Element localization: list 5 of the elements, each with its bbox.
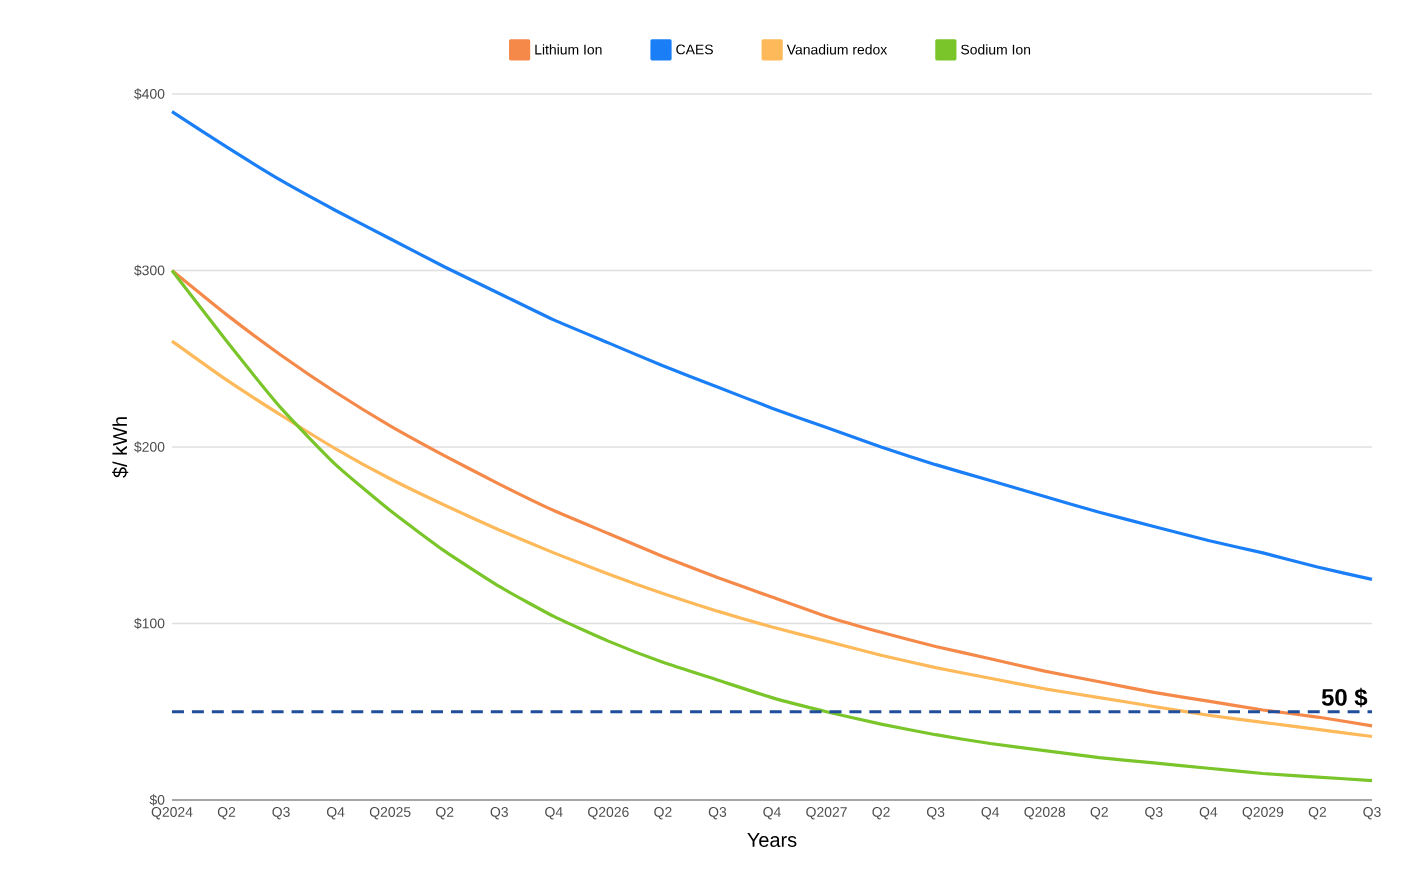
ref-line-label: 50 $ — [1321, 687, 1368, 708]
y-axis-title: $/ kWh — [112, 417, 129, 478]
line-series — [170, 339, 1374, 739]
x-axis-title: Years — [747, 833, 797, 847]
line-series — [170, 110, 1374, 581]
